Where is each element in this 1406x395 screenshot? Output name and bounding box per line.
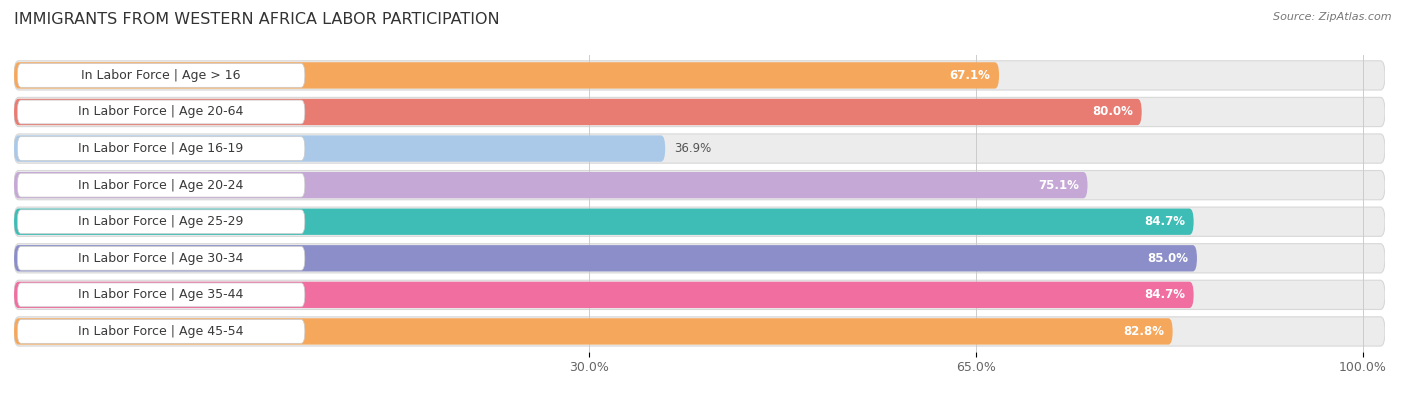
Text: 67.1%: 67.1%: [949, 69, 990, 82]
Text: 80.0%: 80.0%: [1092, 105, 1133, 118]
FancyBboxPatch shape: [17, 173, 305, 197]
Text: In Labor Force | Age 35-44: In Labor Force | Age 35-44: [79, 288, 243, 301]
FancyBboxPatch shape: [17, 64, 305, 87]
Text: In Labor Force | Age 16-19: In Labor Force | Age 16-19: [79, 142, 243, 155]
Text: 75.1%: 75.1%: [1038, 179, 1078, 192]
FancyBboxPatch shape: [14, 171, 1385, 200]
FancyBboxPatch shape: [14, 97, 1385, 127]
FancyBboxPatch shape: [17, 320, 305, 343]
Text: In Labor Force | Age 25-29: In Labor Force | Age 25-29: [79, 215, 243, 228]
FancyBboxPatch shape: [14, 61, 1385, 90]
FancyBboxPatch shape: [14, 172, 1087, 198]
Text: 84.7%: 84.7%: [1144, 215, 1185, 228]
FancyBboxPatch shape: [14, 209, 1194, 235]
Text: Source: ZipAtlas.com: Source: ZipAtlas.com: [1274, 12, 1392, 22]
FancyBboxPatch shape: [14, 62, 1000, 88]
FancyBboxPatch shape: [14, 245, 1197, 271]
Text: In Labor Force | Age > 16: In Labor Force | Age > 16: [82, 69, 240, 82]
FancyBboxPatch shape: [14, 318, 1173, 344]
FancyBboxPatch shape: [14, 317, 1385, 346]
FancyBboxPatch shape: [14, 134, 1385, 163]
FancyBboxPatch shape: [14, 135, 665, 162]
FancyBboxPatch shape: [17, 246, 305, 270]
FancyBboxPatch shape: [14, 99, 1142, 125]
FancyBboxPatch shape: [17, 100, 305, 124]
Text: In Labor Force | Age 30-34: In Labor Force | Age 30-34: [79, 252, 243, 265]
FancyBboxPatch shape: [14, 244, 1385, 273]
Text: 84.7%: 84.7%: [1144, 288, 1185, 301]
Text: In Labor Force | Age 45-54: In Labor Force | Age 45-54: [79, 325, 243, 338]
FancyBboxPatch shape: [14, 282, 1194, 308]
Text: IMMIGRANTS FROM WESTERN AFRICA LABOR PARTICIPATION: IMMIGRANTS FROM WESTERN AFRICA LABOR PAR…: [14, 12, 499, 27]
Text: 36.9%: 36.9%: [673, 142, 711, 155]
FancyBboxPatch shape: [17, 137, 305, 160]
FancyBboxPatch shape: [17, 210, 305, 233]
Text: In Labor Force | Age 20-24: In Labor Force | Age 20-24: [79, 179, 243, 192]
Text: 82.8%: 82.8%: [1123, 325, 1164, 338]
Text: 85.0%: 85.0%: [1147, 252, 1188, 265]
FancyBboxPatch shape: [14, 207, 1385, 236]
Text: In Labor Force | Age 20-64: In Labor Force | Age 20-64: [79, 105, 243, 118]
FancyBboxPatch shape: [14, 280, 1385, 310]
FancyBboxPatch shape: [17, 283, 305, 307]
